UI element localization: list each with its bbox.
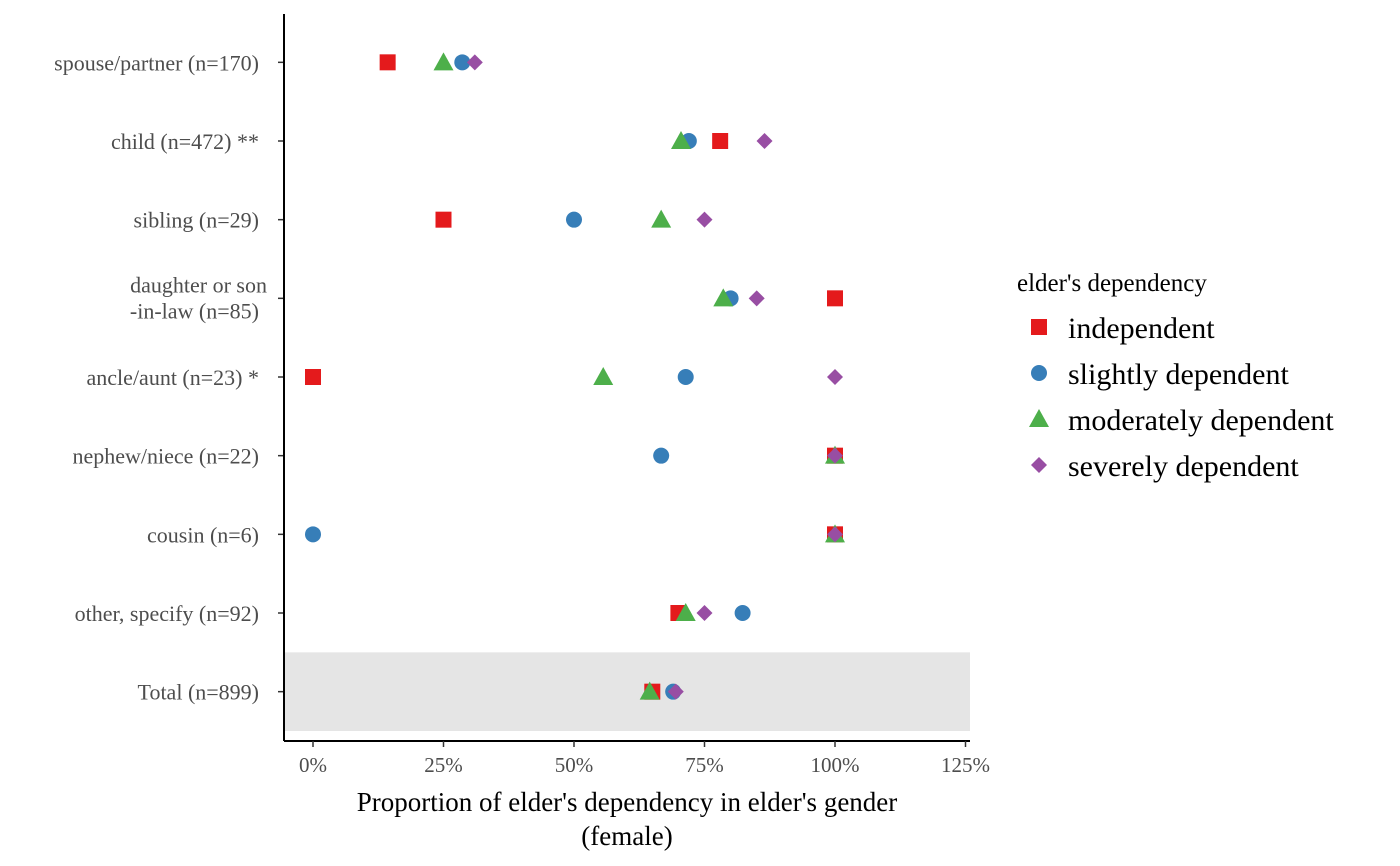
- point-circle: [566, 211, 582, 228]
- legend-label: moderately dependent: [1068, 404, 1334, 437]
- x-axis-title-line2: (female): [581, 821, 672, 851]
- category-label: sibling (n=29): [134, 208, 259, 233]
- point-square: [379, 54, 396, 71]
- legend-key-diamond: [1031, 457, 1047, 473]
- y-axis-ticks: [278, 61, 284, 693]
- total-row-highlight: [284, 652, 970, 731]
- category-label: other, specify (n=92): [75, 601, 259, 626]
- legend-label: slightly dependent: [1068, 358, 1289, 391]
- point-triangle: [433, 52, 454, 71]
- point-square: [305, 369, 321, 385]
- category-label: cousin (n=6): [147, 522, 259, 547]
- point-triangle: [713, 288, 734, 307]
- x-tick-label: 50%: [555, 753, 594, 777]
- point-circle: [305, 526, 321, 543]
- point-circle: [677, 369, 694, 385]
- point-square: [435, 211, 452, 228]
- point-diamond: [696, 211, 713, 228]
- point-triangle: [675, 603, 696, 621]
- x-tick-label: 25%: [424, 753, 463, 777]
- point-square: [827, 290, 843, 307]
- x-axis-ticks: 0% 25% 50% 75% 100% 125%: [299, 741, 990, 777]
- point-diamond: [827, 447, 843, 464]
- point-diamond: [748, 290, 765, 307]
- category-label: nephew/niece (n=22): [73, 444, 260, 469]
- point-diamond: [756, 133, 773, 149]
- category-label: ancle/aunt (n=23) *: [87, 365, 259, 390]
- x-tick-label: 125%: [941, 753, 990, 777]
- legend-key-circle: [1031, 365, 1047, 381]
- point-diamond: [827, 369, 843, 385]
- point-circle: [653, 447, 670, 464]
- point-diamond: [827, 526, 843, 543]
- point-triangle: [593, 367, 614, 385]
- point-square: [712, 133, 729, 149]
- category-label: -in-law (n=85): [130, 298, 259, 323]
- point-circle: [454, 54, 471, 71]
- x-tick-label: 0%: [299, 753, 327, 777]
- data-points: [305, 52, 845, 700]
- point-triangle: [639, 681, 660, 700]
- legend-label: severely dependent: [1068, 450, 1299, 483]
- legend-key-triangle: [1029, 409, 1049, 427]
- legend: elder's dependency independent slightly d…: [1017, 270, 1334, 483]
- point-circle: [734, 605, 751, 621]
- category-labels: spouse/partner (n=170) child (n=472) ** si…: [54, 50, 267, 704]
- point-triangle: [651, 209, 672, 228]
- legend-key-square: [1031, 319, 1047, 335]
- category-label: spouse/partner (n=170): [54, 50, 259, 75]
- point-diamond: [696, 605, 713, 621]
- category-label: Total (n=899): [138, 680, 259, 705]
- category-label: daughter or son: [130, 272, 267, 297]
- legend-title: elder's dependency: [1017, 270, 1207, 297]
- x-tick-label: 100%: [811, 753, 860, 777]
- point-diamond: [667, 683, 684, 700]
- legend-label: independent: [1068, 312, 1215, 345]
- x-axis-title: Proportion of elder's dependency in elde…: [357, 787, 898, 817]
- point-triangle: [671, 131, 692, 149]
- point-diamond: [466, 54, 483, 71]
- x-tick-label: 75%: [685, 753, 724, 777]
- category-label: child (n=472) **: [111, 129, 259, 154]
